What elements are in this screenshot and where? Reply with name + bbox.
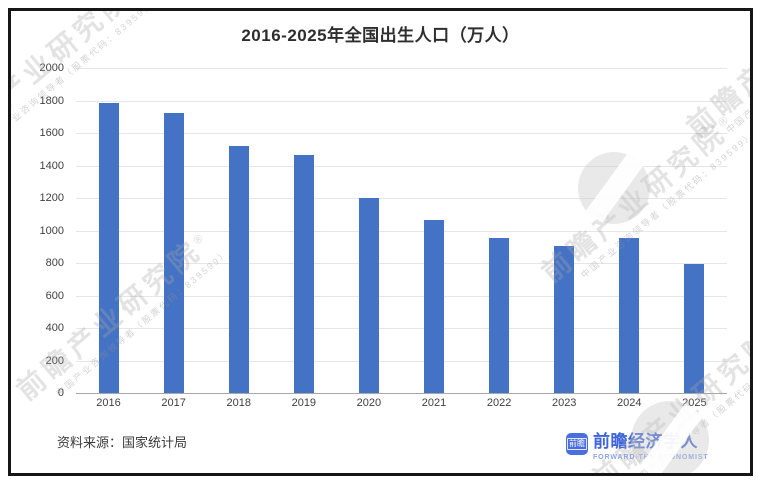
gridline [76, 230, 727, 232]
y-tick-label: 600 [45, 289, 64, 302]
gridline [76, 328, 727, 329]
bar-2024 [619, 237, 640, 393]
y-tick-label: 400 [45, 322, 64, 334]
source-note: 资料来源：国家统计局 [57, 435, 188, 450]
bar-2022 [489, 237, 510, 393]
brand-name: 前瞻经济学人 [593, 432, 698, 451]
y-tick-label: 1000 [39, 224, 64, 237]
y-tick-label: 1400 [39, 159, 64, 172]
gridline [76, 263, 727, 264]
bar-2016 [98, 102, 119, 393]
x-tick-label: 2017 [161, 397, 186, 409]
bars-container [76, 68, 727, 393]
gridline [76, 198, 727, 199]
bar-2025 [684, 263, 705, 393]
brand-icon-text: 前瞻 [567, 438, 587, 450]
gridline [76, 360, 727, 362]
x-tick-label: 2025 [682, 397, 707, 409]
y-tick-label: 0 [57, 387, 64, 399]
x-tick-label: 2020 [356, 397, 382, 409]
x-tick-label: 2019 [291, 397, 317, 409]
chart-frame: 前瞻产业研究院® 中国产业咨询领导者（股票代码：839599） 前瞻产业研究院®… [8, 8, 753, 476]
y-tick-label: 800 [45, 257, 64, 269]
x-tick-label: 2016 [96, 397, 121, 409]
brand-tagline: FORWARD-THE ECONOMIST [593, 453, 709, 461]
y-tick-label: 1200 [39, 192, 64, 204]
x-tick-label: 2021 [421, 397, 447, 409]
y-tick-label: 1800 [39, 94, 64, 107]
bar-column [336, 68, 401, 393]
bar-column [662, 68, 727, 393]
bar-column [532, 68, 597, 393]
gridline [76, 68, 727, 69]
brand-text: 前瞻经济学人 FORWARD-THE ECONOMIST [593, 432, 709, 461]
y-tick-label: 1600 [39, 127, 64, 139]
gridline [76, 165, 727, 167]
chart-title: 2016-2025年全国出生人口（万人） [241, 26, 520, 45]
bar-column [271, 68, 336, 393]
gridline [76, 100, 727, 102]
gridline [76, 133, 727, 134]
bar-column [597, 68, 662, 393]
bar-2017 [163, 113, 184, 393]
plot-area [76, 68, 727, 394]
bar-column [467, 68, 532, 393]
bar-2021 [424, 220, 445, 393]
x-axis: 2016 2017 2018 2019 2020 2021 2022 2023 2024 2025 [76, 397, 727, 409]
bar-2019 [293, 154, 314, 393]
x-tick-label: 2018 [226, 397, 251, 409]
x-tick-label: 2024 [617, 397, 642, 409]
x-tick-label: 2022 [486, 397, 512, 409]
bar-2020 [358, 198, 379, 393]
bar-2023 [554, 246, 575, 393]
bar-column [141, 68, 206, 393]
x-tick-label: 2023 [551, 397, 577, 409]
bar-2018 [228, 145, 249, 393]
bar-column [401, 68, 466, 393]
gridline [76, 295, 727, 297]
bar-column [76, 68, 141, 393]
y-tick-label: 200 [45, 354, 64, 367]
y-axis: 0 200 400 600 800 1000 1200 1400 1600 1800 2000 [21, 62, 64, 399]
bar-column [206, 68, 271, 393]
brand-icon: 前瞻 [566, 433, 588, 455]
brand-logo: 前瞻 前瞻经济学人 FORWARD-THE ECONOMIST [566, 432, 709, 461]
y-tick-label: 2000 [39, 62, 64, 74]
